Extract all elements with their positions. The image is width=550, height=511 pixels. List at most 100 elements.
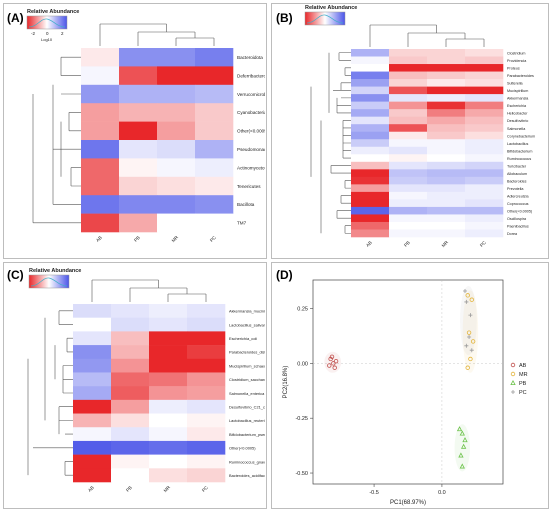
data-point [456, 426, 463, 432]
heatmap-cell [427, 206, 466, 215]
legend-density-curve [28, 18, 66, 28]
row-label: Lactobacillus_reuteri [229, 418, 265, 423]
heatmap-cell [157, 195, 196, 214]
heatmap-cell [187, 468, 226, 483]
data-point [459, 430, 465, 436]
heatmap-cell [427, 116, 466, 125]
data-point [468, 356, 473, 362]
data-point [469, 297, 474, 302]
row-label: Ruminococcus [507, 157, 531, 161]
row-label: Salmonella [507, 127, 526, 131]
heatmap-cell [427, 184, 466, 193]
heatmap-cell [427, 221, 466, 230]
heatmap-cell [149, 399, 188, 414]
legend-tick: -2 [31, 31, 35, 36]
column-label: PB [403, 240, 411, 248]
row-label: Corynebacterium [507, 134, 535, 138]
y-axis-label: PC2(16.8%) [283, 366, 289, 399]
x-tick-label: 0.0 [438, 490, 446, 496]
x-axis-label: PC1(68.97%) [390, 500, 426, 506]
column-label: PC [209, 234, 217, 242]
heatmap-a: Relative Abundance -2 0 2 Log10 Bacteroidota D… [26, 9, 265, 243]
heatmap-cell [351, 86, 390, 95]
row-label: TM7 [237, 221, 247, 226]
column-label: PC [201, 484, 209, 492]
row-label: Desulfovibrio [507, 119, 528, 123]
heatmap-cell [351, 214, 390, 223]
heatmap-cell [351, 116, 390, 125]
data-point [465, 365, 470, 370]
data-point [468, 313, 473, 318]
heatmap-cell [389, 206, 428, 215]
heatmap-cell [351, 169, 390, 178]
heatmap-cell [351, 176, 390, 185]
heatmap-cell [427, 49, 466, 57]
row-label: Desulfovibrio_C21_c20 [229, 404, 265, 409]
data-point [327, 363, 332, 368]
row-label: Escherichia [507, 104, 527, 108]
heatmap-cell [81, 140, 120, 159]
y-tick-label: -0.25 [295, 416, 308, 422]
row-label: Allobaculum [507, 172, 527, 176]
heatmap-cell [187, 399, 226, 414]
row-label: Lactobacillus_salivarius [229, 322, 265, 327]
heatmap-cell [389, 56, 428, 65]
heatmap-cell [427, 214, 466, 223]
heatmap-cell [351, 49, 390, 57]
heatmap-c: Relative Abundance Akkermansia_muciniphil… [27, 268, 265, 493]
heatmap-cell [351, 184, 390, 193]
legend-label: PB [519, 381, 527, 387]
data-point [464, 343, 469, 348]
heatmap-cell [81, 195, 120, 214]
heatmap-cell [465, 146, 504, 155]
heatmap-cell [427, 169, 466, 178]
row-dendrogram [32, 56, 81, 224]
heatmap-cell [187, 358, 226, 373]
row-label: Other(<0.0005) [507, 209, 532, 213]
heatmap-b: Relative Abundance Clostridium Providencia… [304, 5, 535, 248]
row-dendrogram [27, 310, 73, 476]
heatmap-cell [389, 109, 428, 117]
heatmap-cell [465, 49, 504, 57]
row-label: Helicobacter [507, 112, 528, 116]
row-label: Escherichia_coli [229, 336, 257, 341]
heatmap-cell [187, 440, 226, 455]
pca-plot: -0.5 0.0 0.25 0.00 -0.25 -0.50 PC1(68.97%) PC2(… [283, 279, 528, 506]
data-point [469, 348, 474, 353]
heatmap-cell [389, 101, 428, 110]
data-point [470, 339, 476, 344]
heatmap-cell [81, 84, 120, 104]
heatmap-cell [73, 386, 112, 401]
heatmap-cell [351, 221, 390, 230]
legend-density-curve [306, 14, 344, 24]
heatmap-cell [389, 49, 428, 57]
heatmap-cell [73, 331, 112, 346]
heatmap-cell [465, 79, 504, 87]
heatmap-cell [427, 154, 466, 163]
heatmap-cell [111, 386, 150, 401]
heatmap-cell [389, 64, 428, 72]
row-label: Prevotella [507, 187, 524, 191]
heatmap-cell [427, 146, 466, 155]
heatmap-cell [427, 161, 466, 170]
heatmap-cell [195, 121, 234, 141]
heatmap-cell [195, 84, 234, 104]
heatmap-cell [351, 229, 390, 238]
heatmap-cell [389, 124, 428, 133]
heatmap-cell [465, 124, 504, 133]
y-tick-label: 0.00 [297, 361, 308, 367]
row-label: Verrucomicrobiota [237, 92, 265, 97]
heatmap-cell [465, 206, 504, 215]
legend-title: Relative Abundance [27, 9, 79, 15]
row-label: Turicibacter [507, 164, 527, 168]
heatmap-cell [195, 176, 234, 196]
column-label: PB [133, 235, 141, 243]
legend-colorbar [304, 11, 346, 26]
row-label: Tenericutes [237, 184, 261, 189]
heatmap-cell [427, 56, 466, 65]
heatmap-cell [427, 131, 466, 140]
heatmap-cell [389, 169, 428, 178]
column-label: PC [479, 239, 487, 247]
heatmap-cell [73, 413, 112, 428]
heatmap-cell [81, 48, 120, 67]
